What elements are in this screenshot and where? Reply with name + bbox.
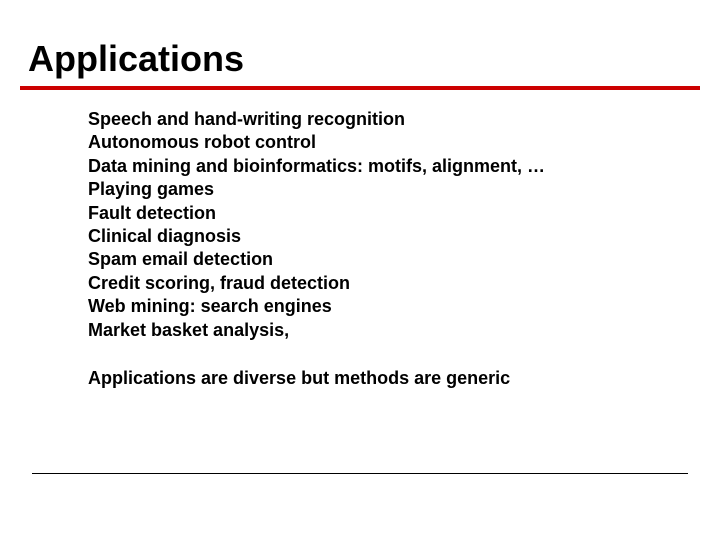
list-item: Autonomous robot control — [88, 131, 670, 154]
footer-rule — [32, 473, 688, 474]
slide: Applications Speech and hand-writing rec… — [0, 0, 720, 540]
content-area: Speech and hand-writing recognition Auto… — [20, 108, 700, 389]
list-item: Spam email detection — [88, 248, 670, 271]
list-item: Fault detection — [88, 202, 670, 225]
summary-text: Applications are diverse but methods are… — [88, 368, 670, 389]
title-underline — [20, 86, 700, 90]
list-item: Speech and hand-writing recognition — [88, 108, 670, 131]
list-item: Web mining: search engines — [88, 295, 670, 318]
list-item: Data mining and bioinformatics: motifs, … — [88, 155, 670, 178]
list-item: Market basket analysis, — [88, 319, 670, 342]
list-item: Playing games — [88, 178, 670, 201]
list-item: Credit scoring, fraud detection — [88, 272, 670, 295]
slide-title: Applications — [28, 38, 700, 86]
list-item: Clinical diagnosis — [88, 225, 670, 248]
